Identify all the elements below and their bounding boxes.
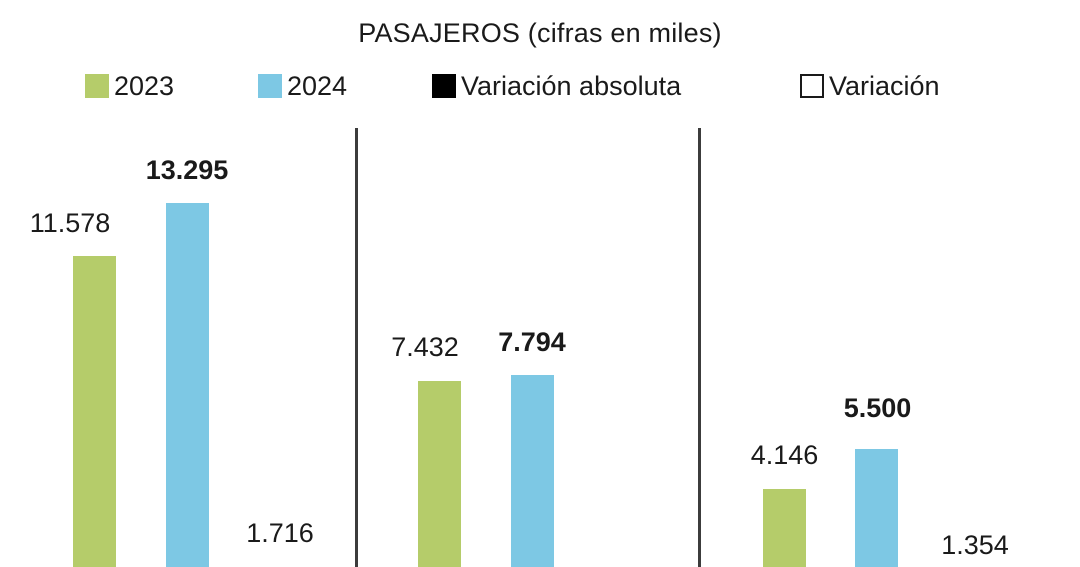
legend-label-variacion: Variación [829,70,940,101]
chart-title: PASAJEROS (cifras en miles) [358,18,722,48]
bar-2023-group-2-value-label: 4.146 [750,440,819,470]
legend-swatch-variacion-absoluta [432,74,456,98]
bar-2023-group-1 [418,381,461,567]
group-separator-2 [698,128,701,567]
bar-2023-group-0 [73,256,116,567]
legend-label-variacion-absoluta: Variación absoluta [461,70,682,101]
bar-2024-group-2-value-label: 5.500 [843,393,912,423]
label-variacion-group-0-value-label: 1.716 [246,518,314,548]
chart-legend: 2023 2024 Variación absoluta Variación [0,64,1080,108]
bar-2024-group-2 [855,449,898,567]
label-variacion-group-2-value-label: 1.354 [941,530,1009,560]
legend-item-2023[interactable]: 2023 [85,64,174,108]
bar-2024-group-0-value-label: 13.295 [145,155,229,185]
group-separator-1 [355,128,358,567]
bar-2024-group-1 [511,375,554,567]
legend-swatch-2023 [85,74,109,98]
legend-item-variacion-absoluta[interactable]: Variación absoluta [432,64,681,108]
bar-2023-group-1-value-label: 7.432 [391,332,459,362]
legend-item-2024[interactable]: 2024 [258,64,347,108]
legend-swatch-2024 [258,74,282,98]
legend-swatch-variacion [800,74,824,98]
bar-2024-group-1-value-label: 7.794 [498,327,566,357]
bar-2023-group-0-value-label: 11.578 [29,208,111,238]
legend-item-variacion[interactable]: Variación [800,64,940,108]
bar-2023-group-2 [763,489,806,567]
bar-2024-group-0 [166,203,209,567]
legend-label-2024: 2024 [287,70,348,101]
legend-label-2023: 2023 [114,70,175,101]
